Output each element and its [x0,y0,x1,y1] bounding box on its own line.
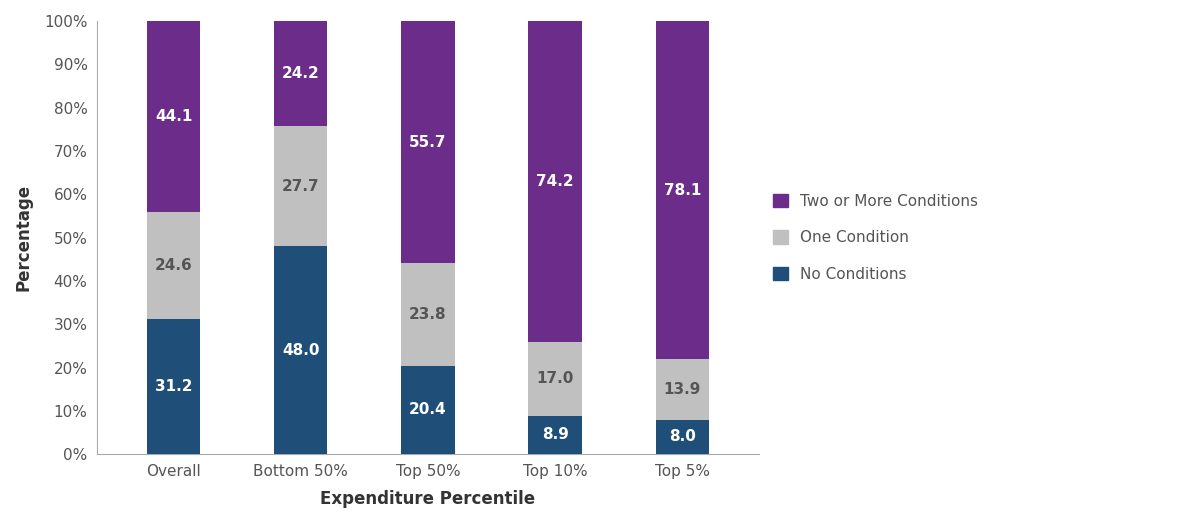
Bar [528,20,582,342]
Y-axis label: Percentage: Percentage [14,184,34,291]
Bar [655,21,709,359]
Text: 48.0: 48.0 [282,343,319,358]
Bar [274,21,328,126]
Text: 24.2: 24.2 [282,66,319,82]
Bar [401,366,455,454]
Bar [146,212,200,319]
Text: 27.7: 27.7 [282,179,319,194]
X-axis label: Expenditure Percentile: Expenditure Percentile [320,490,535,508]
Text: 23.8: 23.8 [409,307,446,322]
Text: 78.1: 78.1 [664,183,701,198]
Text: 24.6: 24.6 [155,258,192,273]
Bar [146,21,200,212]
Legend: Two or More Conditions, One Condition, No Conditions: Two or More Conditions, One Condition, N… [773,194,978,281]
Text: 74.2: 74.2 [536,174,574,189]
Bar [146,319,200,454]
Bar [401,21,455,263]
Text: 8.0: 8.0 [668,429,696,445]
Bar [655,359,709,419]
Bar [528,342,582,416]
Bar [274,246,328,454]
Text: 31.2: 31.2 [155,379,192,394]
Bar [528,416,582,454]
Text: 44.1: 44.1 [155,109,192,124]
Text: 17.0: 17.0 [536,371,574,386]
Text: 13.9: 13.9 [664,382,701,397]
Text: 8.9: 8.9 [541,427,569,442]
Bar [401,263,455,366]
Bar [655,419,709,454]
Text: 20.4: 20.4 [409,403,446,417]
Text: 55.7: 55.7 [409,134,446,150]
Bar [274,126,328,246]
